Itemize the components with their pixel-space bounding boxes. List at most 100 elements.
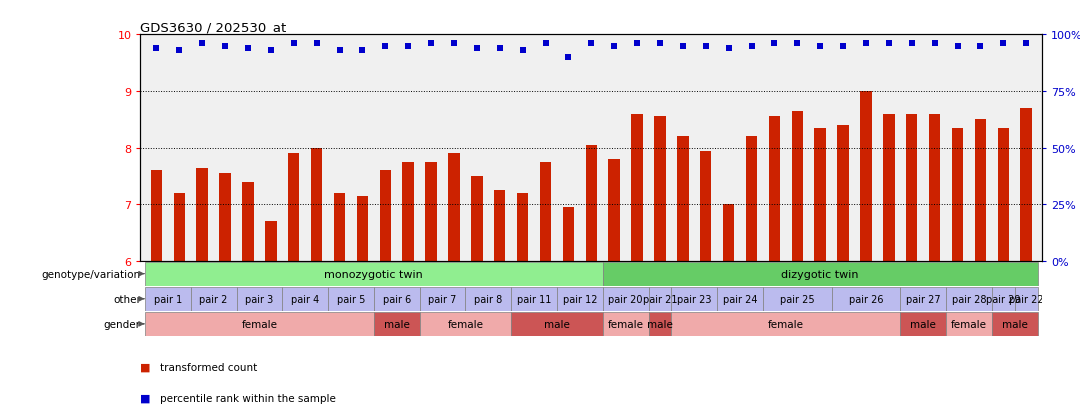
Text: pair 26: pair 26 <box>849 294 883 304</box>
Bar <box>403 162 414 261</box>
Text: pair 25: pair 25 <box>780 294 814 304</box>
Text: pair 22: pair 22 <box>1009 294 1043 304</box>
Bar <box>448 154 460 261</box>
Bar <box>883 114 894 261</box>
Bar <box>420 312 511 336</box>
Bar <box>672 287 717 311</box>
Point <box>949 43 967 50</box>
Point <box>262 47 280 54</box>
Bar <box>974 120 986 261</box>
Point <box>858 41 875 47</box>
Point <box>835 43 852 50</box>
Bar <box>242 182 254 261</box>
Text: female: female <box>768 319 804 329</box>
Bar <box>288 154 299 261</box>
Bar <box>998 128 1009 261</box>
Bar <box>374 312 420 336</box>
Text: pair 29: pair 29 <box>986 294 1021 304</box>
Bar <box>603 312 648 336</box>
Bar <box>145 262 603 286</box>
Text: female: female <box>608 319 644 329</box>
Text: pair 27: pair 27 <box>906 294 941 304</box>
Text: pair 21: pair 21 <box>643 294 677 304</box>
Bar <box>792 112 804 261</box>
Text: genotype/variation: genotype/variation <box>42 269 140 279</box>
Bar <box>837 126 849 261</box>
Text: ■: ■ <box>140 393 151 403</box>
Point <box>766 41 783 47</box>
Bar <box>328 287 374 311</box>
Point <box>583 41 600 47</box>
Bar <box>1021 109 1031 261</box>
Point <box>148 45 165 52</box>
Bar <box>563 208 575 261</box>
Bar <box>174 194 185 261</box>
Point <box>514 47 531 54</box>
Point <box>1017 41 1035 47</box>
Bar <box>374 287 420 311</box>
Bar <box>517 194 528 261</box>
Bar <box>311 148 322 261</box>
Bar <box>946 287 991 311</box>
Bar <box>426 162 436 261</box>
Bar <box>648 287 672 311</box>
Bar <box>929 114 941 261</box>
Text: pair 6: pair 6 <box>382 294 410 304</box>
Point <box>972 43 989 50</box>
Bar <box>700 151 712 261</box>
Text: male: male <box>544 319 570 329</box>
Point <box>445 41 462 47</box>
Bar <box>379 171 391 261</box>
Bar <box>471 177 483 261</box>
Bar <box>420 287 465 311</box>
Bar <box>191 287 237 311</box>
Text: gender: gender <box>104 319 140 329</box>
Bar <box>672 312 901 336</box>
Bar <box>511 312 603 336</box>
Point <box>629 41 646 47</box>
Text: male: male <box>1002 319 1028 329</box>
Point <box>743 43 760 50</box>
Bar <box>677 137 689 261</box>
Text: female: female <box>951 319 987 329</box>
Bar <box>723 205 734 261</box>
Point <box>469 45 486 52</box>
Point <box>491 45 509 52</box>
Text: pair 28: pair 28 <box>951 294 986 304</box>
Text: pair 1: pair 1 <box>153 294 183 304</box>
Point <box>216 43 233 50</box>
Point <box>788 41 806 47</box>
Bar <box>197 168 208 261</box>
Point <box>330 47 348 54</box>
Point <box>537 41 554 47</box>
Point <box>995 41 1012 47</box>
Text: pair 7: pair 7 <box>429 294 457 304</box>
Bar <box>654 117 665 261</box>
Bar <box>901 287 946 311</box>
Bar <box>603 287 648 311</box>
Point <box>422 41 440 47</box>
Bar <box>769 117 780 261</box>
Text: pair 5: pair 5 <box>337 294 365 304</box>
Bar <box>237 287 282 311</box>
Text: other: other <box>113 294 140 304</box>
Bar <box>494 191 505 261</box>
Text: female: female <box>242 319 278 329</box>
Text: pair 2: pair 2 <box>200 294 228 304</box>
Bar <box>901 312 946 336</box>
Text: male: male <box>647 319 673 329</box>
Text: male: male <box>910 319 936 329</box>
Point <box>720 45 738 52</box>
Bar <box>632 114 643 261</box>
Bar <box>465 287 511 311</box>
Point <box>880 41 897 47</box>
Point <box>674 43 691 50</box>
Point <box>354 47 372 54</box>
Text: pair 12: pair 12 <box>563 294 597 304</box>
Bar <box>648 312 672 336</box>
Bar <box>608 160 620 261</box>
Bar <box>861 92 872 261</box>
Point <box>606 43 623 50</box>
Bar <box>266 222 276 261</box>
Bar <box>906 114 917 261</box>
